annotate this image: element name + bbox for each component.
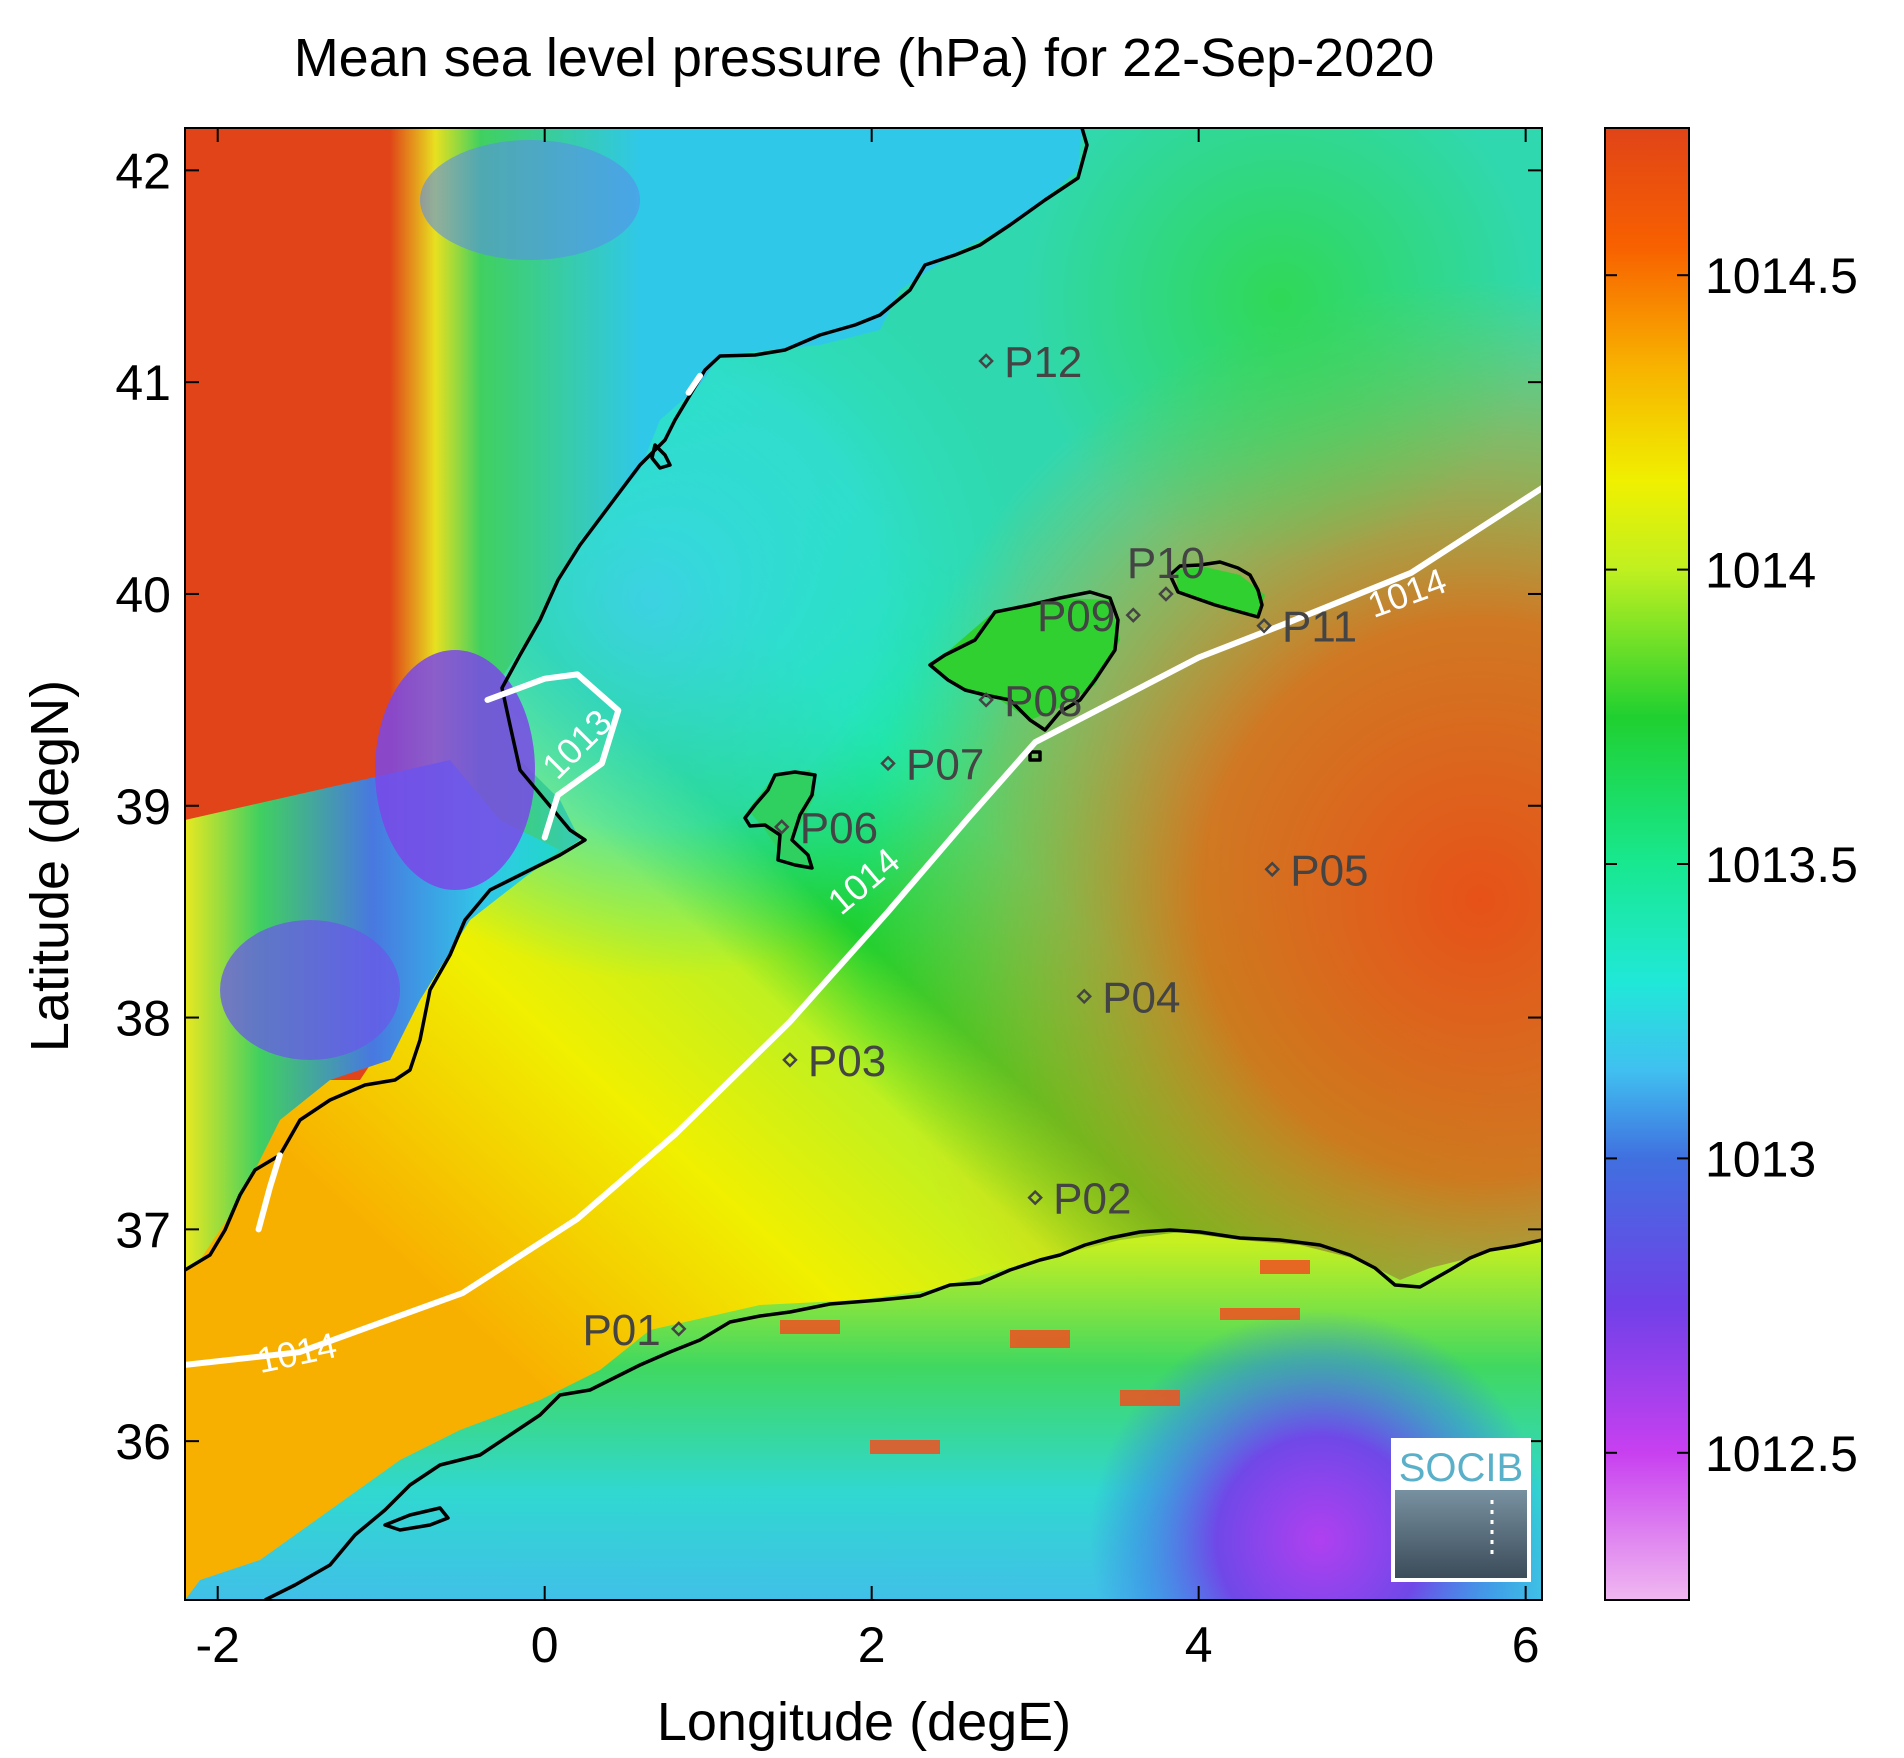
socib-logo-header <box>1395 1442 1527 1490</box>
station-marker <box>880 755 896 772</box>
station-p01: P01 <box>582 1306 687 1355</box>
station-label: P04 <box>1102 973 1180 1022</box>
y-tick-label: 41 <box>115 355 171 411</box>
low-pressure-north <box>420 140 640 260</box>
socib-logo: SOCIB <box>1391 1438 1531 1582</box>
land-field-mallorca <box>932 598 1120 720</box>
y-axis-label: Latitude (degN) <box>20 680 80 1052</box>
station-marker <box>782 1052 798 1068</box>
station-label: P03 <box>808 1037 886 1086</box>
axes: -2 0 2 4 6 36 37 38 39 40 41 42 <box>115 128 1542 1673</box>
station-p06: P06 <box>773 804 878 853</box>
station-label: P12 <box>1004 338 1082 387</box>
station-marker <box>1264 861 1280 878</box>
station-p05: P05 <box>1264 846 1369 895</box>
x-tick-label: 4 <box>1185 1617 1213 1673</box>
isobar-line <box>185 485 1542 1368</box>
y-tick-label: 38 <box>115 991 171 1047</box>
station-marker <box>978 692 994 708</box>
station-label: P10 <box>1127 539 1205 588</box>
station-marker <box>1125 607 1142 623</box>
chart-title: Mean sea level pressure (hPa) for 22-Sep… <box>294 28 1435 88</box>
coastline-menorca <box>1168 560 1264 619</box>
station-marker <box>670 1321 687 1337</box>
isobar-line <box>255 1152 283 1233</box>
station-p08: P08 <box>978 677 1082 726</box>
colorbar-tick-label: 1013 <box>1705 1131 1816 1187</box>
x-tick-label: -2 <box>195 1617 239 1673</box>
y-tick-label: 42 <box>115 143 171 199</box>
coastline-iberia <box>185 128 1089 1272</box>
colorbar-tick-label: 1014 <box>1705 543 1816 599</box>
high-pressure-patches-africa <box>780 1260 1310 1454</box>
x-axis-label: Longitude (degE) <box>657 1692 1071 1752</box>
station-p11: P11 <box>1256 603 1357 652</box>
station-marker <box>1027 1189 1043 1206</box>
y-tick-label: 37 <box>115 1202 171 1258</box>
low-pressure-murcia <box>220 920 400 1060</box>
socib-logo-text: SOCIB <box>1399 1446 1523 1490</box>
station-marker <box>773 819 790 835</box>
coastline-cabrera <box>1028 750 1042 762</box>
coastline-chafarinas <box>383 1506 450 1532</box>
station-label: P07 <box>906 740 984 789</box>
y-tick-label: 36 <box>115 1414 171 1470</box>
x-tick-label: 2 <box>858 1617 886 1673</box>
station-label: P05 <box>1290 846 1368 895</box>
station-p04: P04 <box>1076 973 1181 1022</box>
station-label: P11 <box>1282 603 1357 652</box>
coastline-columbretes <box>650 443 672 470</box>
isobar-line <box>685 372 703 396</box>
x-tick-label: 0 <box>531 1617 559 1673</box>
station-marker <box>1158 586 1174 602</box>
station-p10: P10 <box>1127 539 1205 602</box>
station-p03: P03 <box>782 1037 886 1086</box>
colorbar-tick-label: 1012.5 <box>1705 1426 1858 1482</box>
coastline-africa <box>264 1228 1542 1600</box>
low-pressure-valencia <box>375 650 535 890</box>
colorbar-tick-label: 1013.5 <box>1705 837 1858 893</box>
colorbar: 1012.5 1013 1013.5 1014 1014.5 <box>1604 127 1858 1601</box>
station-label: P01 <box>582 1306 660 1355</box>
station-marker <box>1076 988 1092 1005</box>
station-p12: P12 <box>978 338 1082 387</box>
station-label: P02 <box>1053 1175 1131 1224</box>
land-field-menorca <box>1175 567 1265 615</box>
colorbar-tick-label: 1014.5 <box>1705 248 1858 304</box>
x-tick-label: 6 <box>1512 1617 1540 1673</box>
isobar-line <box>484 671 622 841</box>
y-tick-label: 40 <box>115 567 171 623</box>
station-p09: P09 <box>1037 592 1142 641</box>
station-label: P08 <box>1004 677 1082 726</box>
station-label: P06 <box>800 804 878 853</box>
station-marker <box>978 353 994 369</box>
plot-frame <box>184 127 1543 1601</box>
coastline-ibiza <box>743 770 817 870</box>
station-p07: P07 <box>880 740 984 789</box>
colorbar-fill <box>1605 128 1689 1600</box>
y-tick-label: 39 <box>115 779 171 835</box>
station-label: P09 <box>1037 592 1115 641</box>
station-marker <box>1256 617 1272 634</box>
station-p02: P02 <box>1027 1175 1131 1224</box>
